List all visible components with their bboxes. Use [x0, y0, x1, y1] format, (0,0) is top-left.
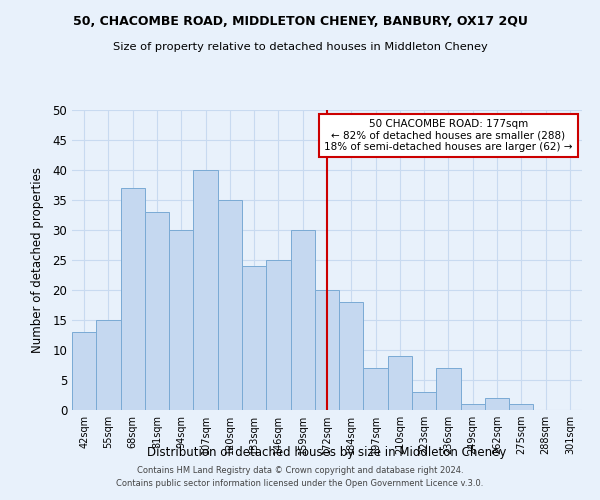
Text: Contains HM Land Registry data © Crown copyright and database right 2024.
Contai: Contains HM Land Registry data © Crown c…	[116, 466, 484, 487]
Text: 50 CHACOMBE ROAD: 177sqm
← 82% of detached houses are smaller (288)
18% of semi-: 50 CHACOMBE ROAD: 177sqm ← 82% of detach…	[324, 119, 572, 152]
Bar	[218, 200, 242, 410]
Bar	[121, 188, 145, 410]
Bar	[145, 212, 169, 410]
Bar	[266, 260, 290, 410]
Bar	[388, 356, 412, 410]
Text: 50, CHACOMBE ROAD, MIDDLETON CHENEY, BANBURY, OX17 2QU: 50, CHACOMBE ROAD, MIDDLETON CHENEY, BAN…	[73, 15, 527, 28]
Text: Size of property relative to detached houses in Middleton Cheney: Size of property relative to detached ho…	[113, 42, 487, 52]
Y-axis label: Number of detached properties: Number of detached properties	[31, 167, 44, 353]
Bar	[509, 404, 533, 410]
Bar	[461, 404, 485, 410]
Bar	[436, 368, 461, 410]
Bar	[485, 398, 509, 410]
Bar	[242, 266, 266, 410]
Bar	[96, 320, 121, 410]
Bar	[193, 170, 218, 410]
Bar	[72, 332, 96, 410]
Bar	[339, 302, 364, 410]
Bar	[315, 290, 339, 410]
Bar	[290, 230, 315, 410]
Bar	[364, 368, 388, 410]
Bar	[412, 392, 436, 410]
Text: Distribution of detached houses by size in Middleton Cheney: Distribution of detached houses by size …	[148, 446, 506, 459]
Bar	[169, 230, 193, 410]
